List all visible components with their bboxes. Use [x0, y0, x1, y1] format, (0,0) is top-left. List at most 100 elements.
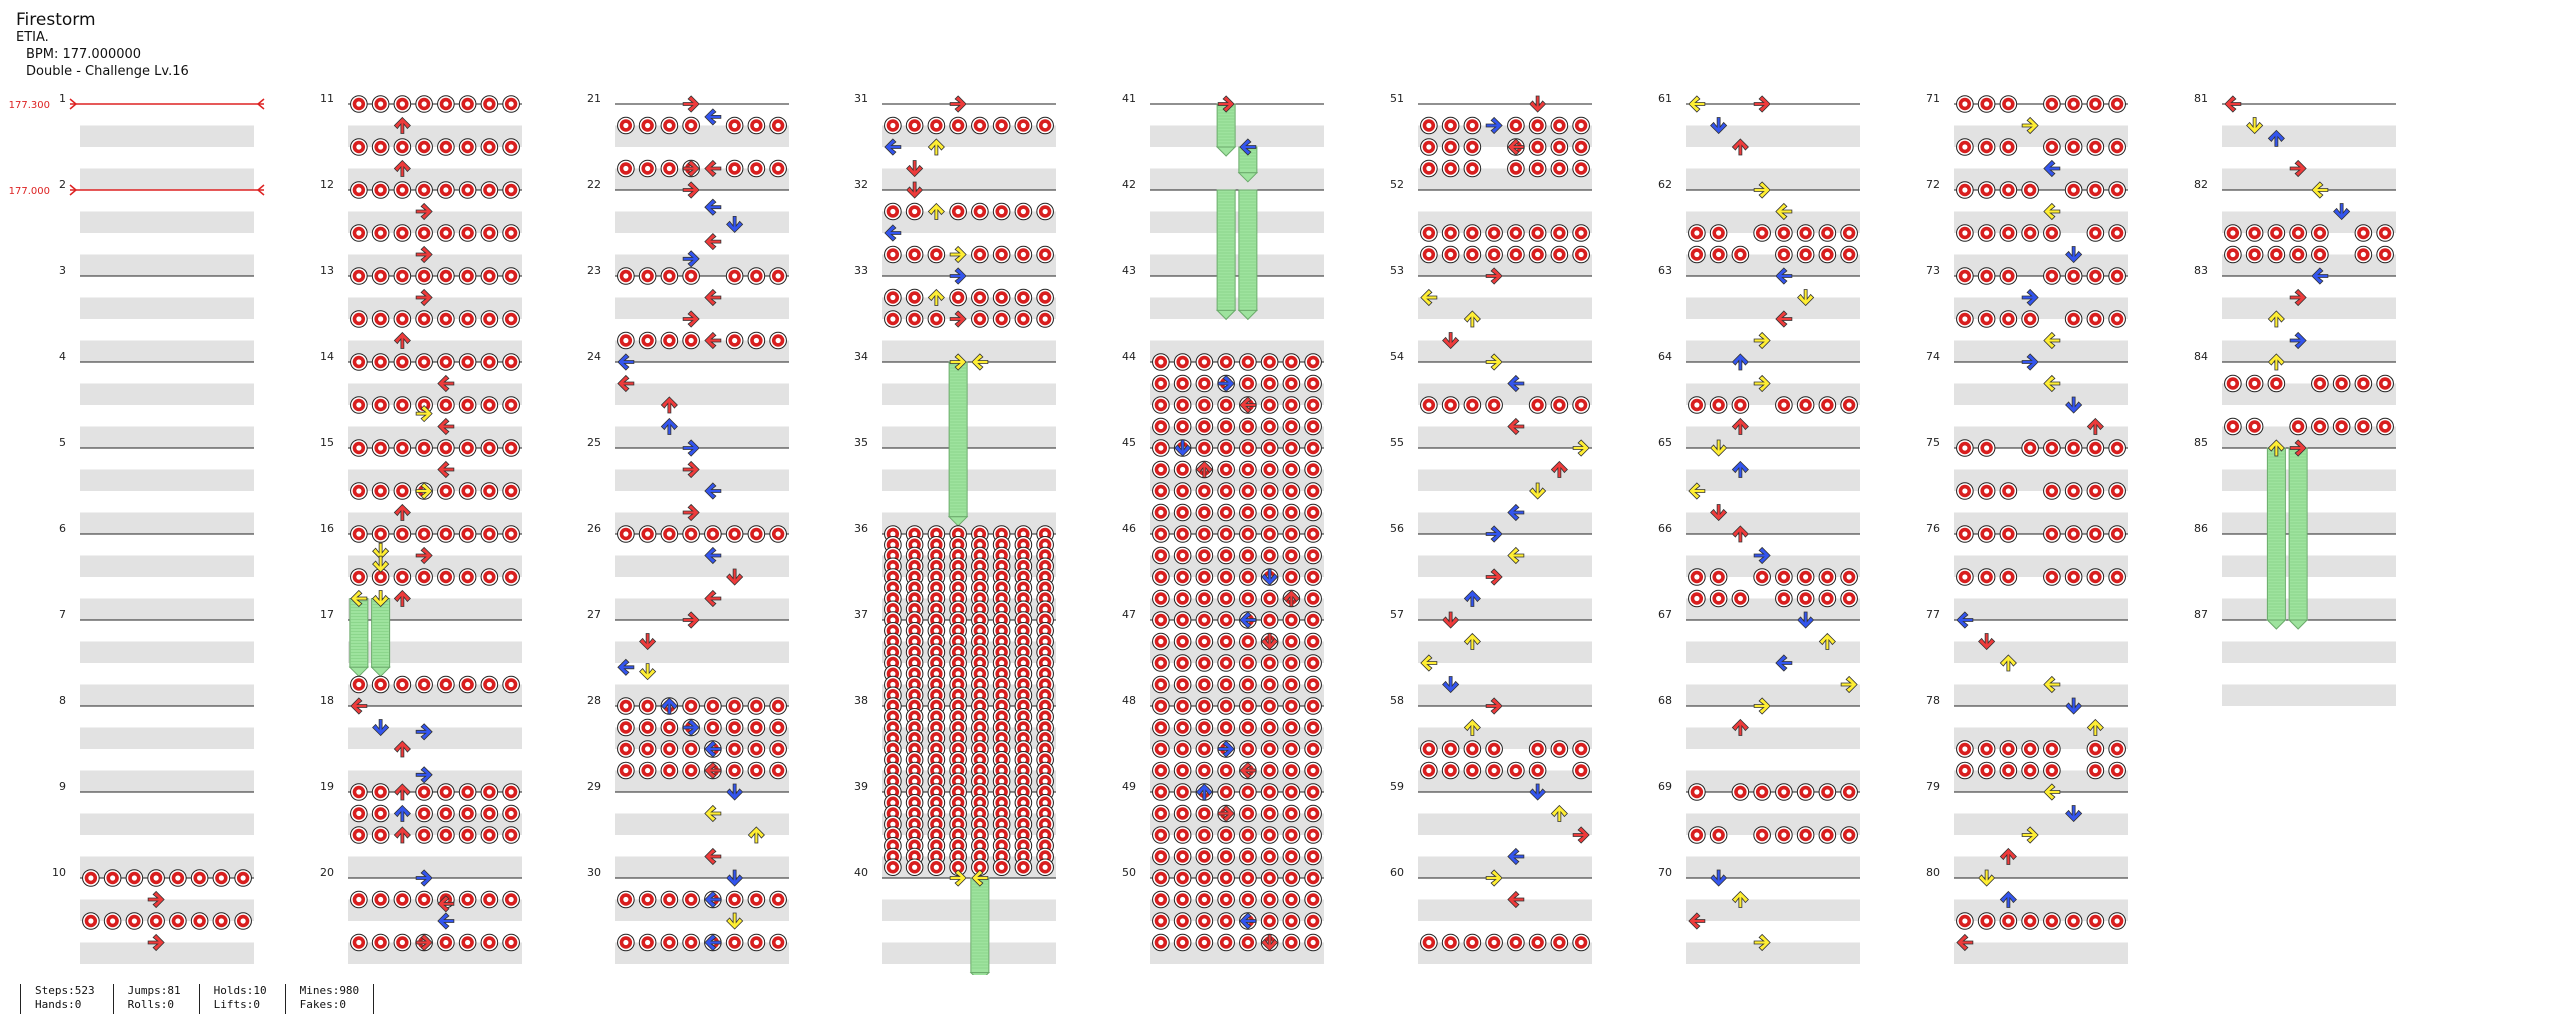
mine-icon [393, 353, 412, 371]
mine-center [1469, 767, 1475, 774]
measure-band [615, 254, 789, 276]
mine-center [890, 724, 896, 731]
mine-center [356, 402, 362, 408]
mine-icon [1304, 503, 1322, 522]
mine-icon [725, 890, 744, 909]
mine-center [2027, 316, 2033, 322]
mine-center [977, 714, 983, 720]
mine-center [2027, 187, 2033, 193]
mine-center [999, 703, 1005, 709]
measure-band [80, 899, 254, 921]
mine-center [732, 165, 738, 172]
mine-center [421, 101, 427, 107]
mine-center [890, 617, 896, 623]
mine-center [1180, 746, 1186, 752]
mine-icon [1840, 783, 1858, 801]
mine-center [1020, 767, 1026, 774]
mine-center [2114, 488, 2120, 494]
mine-center [890, 660, 896, 666]
mine-icon [2267, 245, 2286, 264]
measure-number: 38 [854, 694, 868, 707]
mine-center [1578, 230, 1584, 236]
mine-center [2027, 918, 2033, 924]
mine-icon [1977, 761, 1996, 780]
mine-icon [1999, 267, 2018, 285]
mine-center [1310, 896, 1316, 903]
mine-center [955, 208, 961, 215]
mine-center [999, 789, 1005, 795]
bpm-label: BPM: 177.000000 [26, 47, 142, 62]
measure-band [1418, 856, 1592, 878]
mine-icon [1485, 396, 1503, 414]
mine-center [890, 703, 896, 709]
mine-icon [1485, 761, 1503, 780]
bpm-change-marker [69, 184, 78, 196]
mine-center [356, 832, 362, 838]
bpm-change-marker [256, 98, 265, 110]
mine-center [443, 230, 449, 236]
mine-center [1158, 896, 1164, 903]
mine-icon [905, 858, 924, 877]
mine-center [2092, 230, 2098, 236]
mine-icon [660, 718, 679, 737]
mine-center [1223, 853, 1229, 860]
mine-center [1158, 402, 1164, 408]
mine-center [421, 187, 427, 193]
mine-center [1020, 789, 1026, 795]
measure-band [1418, 512, 1592, 534]
mine-center [2382, 251, 2388, 258]
mine-icon [371, 804, 390, 823]
measure-band [1150, 168, 1324, 190]
mine-icon [617, 933, 635, 952]
mine-center [508, 832, 514, 838]
mine-center [732, 337, 738, 344]
mine-center [2049, 488, 2055, 494]
mine-center [1469, 122, 1475, 129]
mine-icon [1999, 310, 2018, 328]
mine-center [977, 843, 983, 849]
mine-center [977, 638, 983, 645]
mine-center [2071, 445, 2077, 451]
measure-number: 55 [1390, 436, 1404, 449]
hold-body [2266, 447, 2286, 621]
mine-center [1694, 832, 1700, 838]
hold-body [970, 877, 990, 974]
mine-center [977, 574, 983, 580]
measure-band [80, 684, 254, 706]
mine-center [933, 585, 939, 591]
measure-band [1686, 254, 1860, 276]
mine-center [999, 735, 1005, 741]
mine-center [2092, 918, 2098, 924]
mine-center [1310, 746, 1316, 752]
mine-icon [2021, 761, 2039, 780]
mine-center [1310, 488, 1316, 494]
mine-center [1223, 552, 1229, 559]
mine-icon [905, 116, 924, 135]
mine-center [999, 294, 1005, 301]
mine-center [2295, 230, 2301, 236]
mine-center [2092, 316, 2098, 322]
mine-icon [660, 890, 679, 909]
mine-center [977, 251, 983, 258]
mine-center [443, 359, 449, 365]
mine-center [955, 552, 961, 559]
measure-number: 80 [1926, 866, 1940, 879]
measure-band [80, 125, 254, 147]
measure-number: 79 [1926, 780, 1940, 793]
measure-number: 54 [1390, 350, 1404, 363]
mine-icon [415, 396, 433, 414]
mine-center [1223, 466, 1229, 473]
mine-icon [1217, 783, 1235, 801]
measure-number: 41 [1122, 92, 1136, 105]
mine-center [399, 531, 405, 537]
mine-center [1201, 746, 1207, 752]
mine-icon [769, 740, 787, 758]
mine-icon [458, 525, 477, 543]
mine-icon [1217, 761, 1235, 780]
mine-center [1223, 638, 1229, 645]
mine-center [1042, 757, 1048, 763]
song-artist: ETIA. [16, 30, 49, 45]
measure-band [882, 684, 1056, 706]
mine-center [1491, 230, 1497, 236]
mine-center [1310, 681, 1316, 688]
